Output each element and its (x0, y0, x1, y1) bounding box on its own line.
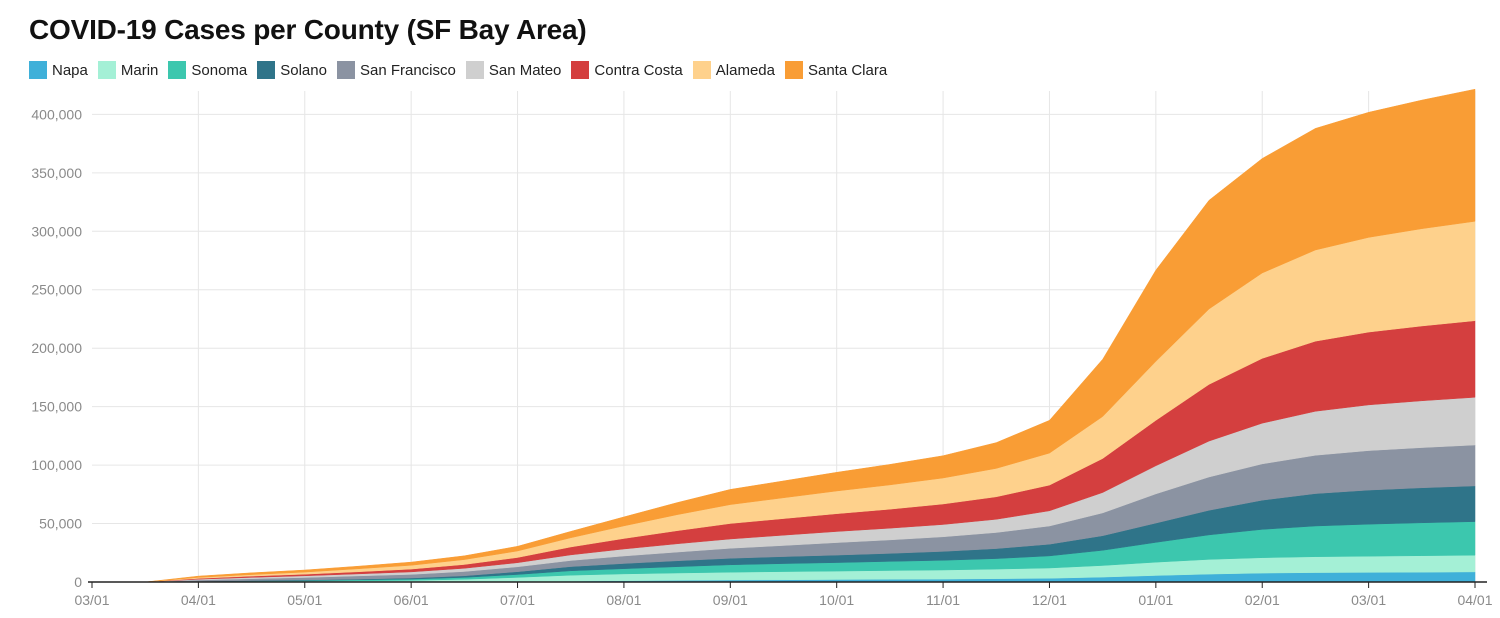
y-tick-label: 0 (74, 574, 82, 590)
x-tick-label: 09/01 (713, 592, 748, 608)
x-tick-label: 02/01 (1245, 592, 1280, 608)
legend-item-marin: Marin (97, 61, 159, 79)
legend-item-contra-costa: Contra Costa (571, 61, 683, 79)
y-tick-label: 250,000 (31, 282, 82, 298)
legend-swatch (168, 61, 187, 79)
legend-swatch (692, 61, 711, 79)
y-tick-label: 350,000 (31, 165, 82, 181)
legend-label: Marin (120, 61, 159, 79)
x-tick-label: 03/01 (74, 592, 109, 608)
x-tick-label: 01/01 (1138, 592, 1173, 608)
legend-label: San Francisco (359, 61, 456, 79)
x-tick-label: 04/01 (1457, 592, 1492, 608)
x-tick-label: 10/01 (819, 592, 854, 608)
area-series (92, 88, 1476, 583)
legend-item-solano: Solano (257, 61, 327, 79)
y-tick-label: 150,000 (31, 399, 82, 415)
legend-item-napa: Napa (29, 61, 88, 79)
x-tick-label: 04/01 (181, 592, 216, 608)
legend-swatch (465, 61, 484, 79)
y-tick-label: 50,000 (39, 516, 82, 532)
area-santa-clara (92, 88, 1476, 583)
legend-label: Alameda (715, 61, 775, 79)
x-tick-label: 03/01 (1351, 592, 1386, 608)
legend-swatch (257, 61, 276, 79)
chart-title: COVID-19 Cases per County (SF Bay Area) (29, 14, 587, 45)
x-axis-labels: 03/01 04/01 05/01 06/01 07/01 08/01 09/01 10/01… (74, 582, 1493, 608)
legend-label: Santa Clara (807, 61, 888, 79)
y-tick-label: 100,000 (31, 457, 82, 473)
y-tick-label: 200,000 (31, 340, 82, 356)
x-tick-label: 12/01 (1032, 592, 1067, 608)
legend-swatch (336, 61, 355, 79)
legend-item-alameda: Alameda (692, 61, 775, 79)
legend-swatch (784, 61, 803, 79)
y-axis-labels: 0 50,000 100,000 150,000 200,000 250,000 300,0… (31, 106, 82, 590)
x-tick-label: 08/01 (606, 592, 641, 608)
legend-swatch (571, 61, 590, 79)
chart-legend: Napa Marin Sonoma Solano San Francisco San Ma… (29, 61, 897, 79)
x-tick-label: 06/01 (394, 592, 429, 608)
legend-label: Sonoma (191, 61, 248, 79)
legend-swatch (29, 61, 47, 79)
legend-label: Contra Costa (594, 61, 683, 79)
legend-swatch (97, 61, 116, 79)
legend-label: San Mateo (488, 61, 562, 79)
legend-item-san-mateo: San Mateo (465, 61, 562, 79)
x-tick-label: 07/01 (500, 592, 535, 608)
legend-label: Napa (52, 61, 88, 79)
x-tick-label: 11/01 (926, 592, 960, 608)
legend-item-san-francisco: San Francisco (336, 61, 456, 79)
y-tick-label: 300,000 (31, 223, 82, 239)
x-tick-label: 05/01 (287, 592, 322, 608)
y-tick-label: 400,000 (31, 106, 82, 122)
legend-item-santa-clara: Santa Clara (784, 61, 888, 79)
legend-label: Solano (280, 61, 327, 79)
legend-item-sonoma: Sonoma (168, 61, 247, 79)
